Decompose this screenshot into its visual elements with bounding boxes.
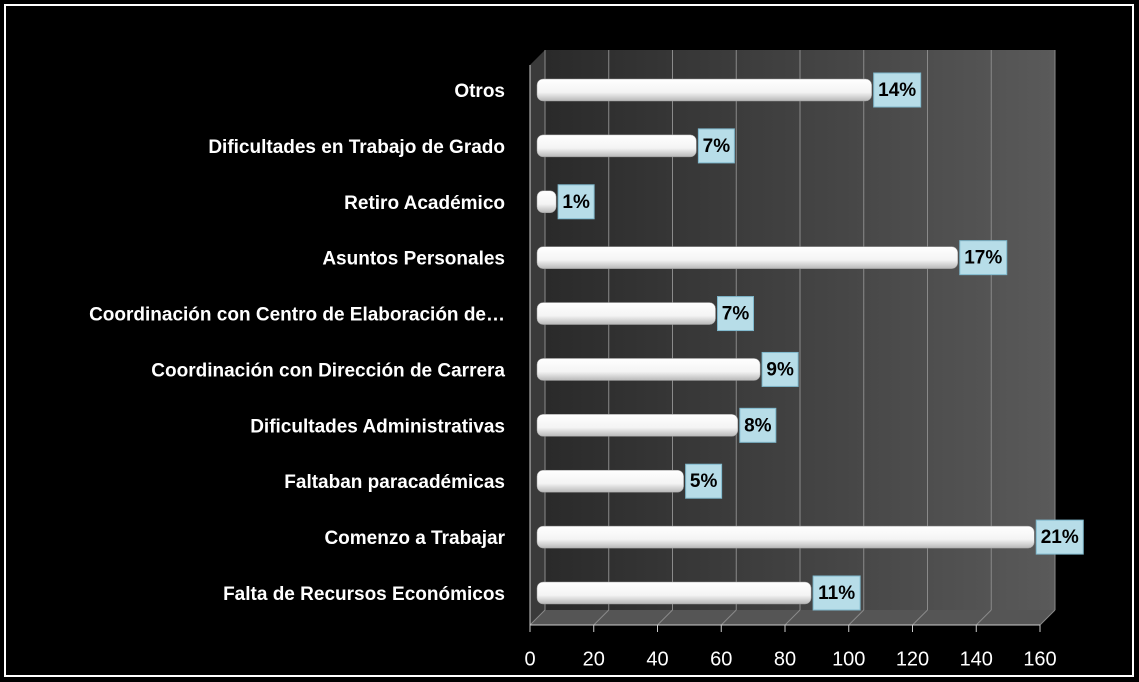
x-tick-label: 0 <box>524 648 535 670</box>
x-tick-label: 100 <box>832 648 865 670</box>
grid-line <box>784 609 801 626</box>
x-tick-label: 80 <box>774 648 796 670</box>
bar <box>536 469 684 493</box>
x-tick-label: 120 <box>896 648 929 670</box>
value-label-box <box>1035 519 1084 555</box>
value-label-box <box>812 575 861 611</box>
x-tick-label: 40 <box>646 648 668 670</box>
value-label: 17% <box>964 248 1002 269</box>
x-tick-label: 140 <box>960 648 993 670</box>
grid-line <box>1039 609 1056 626</box>
value-label: 14% <box>878 80 916 101</box>
bar <box>536 358 761 381</box>
value-label-box <box>739 407 777 443</box>
grid-line <box>720 609 737 626</box>
value-label-box <box>685 463 723 499</box>
grid-line <box>657 609 673 626</box>
y-tick-label: Otros <box>454 81 505 102</box>
value-label-box <box>557 184 595 220</box>
bar <box>536 581 812 605</box>
grid-line <box>593 609 610 626</box>
value-label: 7% <box>703 136 731 157</box>
grid-line <box>529 609 546 626</box>
value-label-box <box>873 72 922 108</box>
value-label: 9% <box>766 359 794 380</box>
bar <box>536 134 697 158</box>
value-label-box <box>697 128 735 164</box>
y-tick-label: Coordinación con Centro de Elaboración d… <box>89 305 505 326</box>
y-tick-label: Asuntos Personales <box>322 249 505 270</box>
value-label: 21% <box>1041 527 1079 548</box>
bar <box>536 246 958 269</box>
value-label: 7% <box>722 304 750 325</box>
value-label: 11% <box>818 583 855 604</box>
value-label-box <box>717 296 754 332</box>
y-tick-label: Coordinación con Dirección de Carrera <box>151 360 505 381</box>
y-tick-label: Retiro Académico <box>344 193 505 214</box>
value-label: 1% <box>562 192 590 213</box>
x-tick-label: 160 <box>1023 648 1056 670</box>
y-tick-label: Dificultades Administrativas <box>250 416 505 437</box>
value-label-box <box>761 351 799 387</box>
grid-line <box>975 609 992 626</box>
value-label: 8% <box>744 415 772 436</box>
bar <box>536 302 716 325</box>
bar <box>536 190 557 214</box>
grid-line <box>912 609 928 626</box>
bar <box>536 414 739 437</box>
bar <box>536 78 872 102</box>
y-tick-label: Faltaban paracadémicas <box>284 472 505 493</box>
y-tick-label: Falta de Recursos Económicos <box>223 584 505 605</box>
x-tick-label: 20 <box>583 648 605 670</box>
y-tick-label: Comenzo a Trabajar <box>324 528 505 549</box>
grid-line <box>848 609 865 626</box>
value-label: 5% <box>690 471 718 492</box>
value-label-box <box>959 240 1008 276</box>
x-tick-label: 60 <box>710 648 732 670</box>
bar <box>536 525 1035 549</box>
y-tick-label: Dificultades en Trabajo de Grado <box>208 137 505 158</box>
